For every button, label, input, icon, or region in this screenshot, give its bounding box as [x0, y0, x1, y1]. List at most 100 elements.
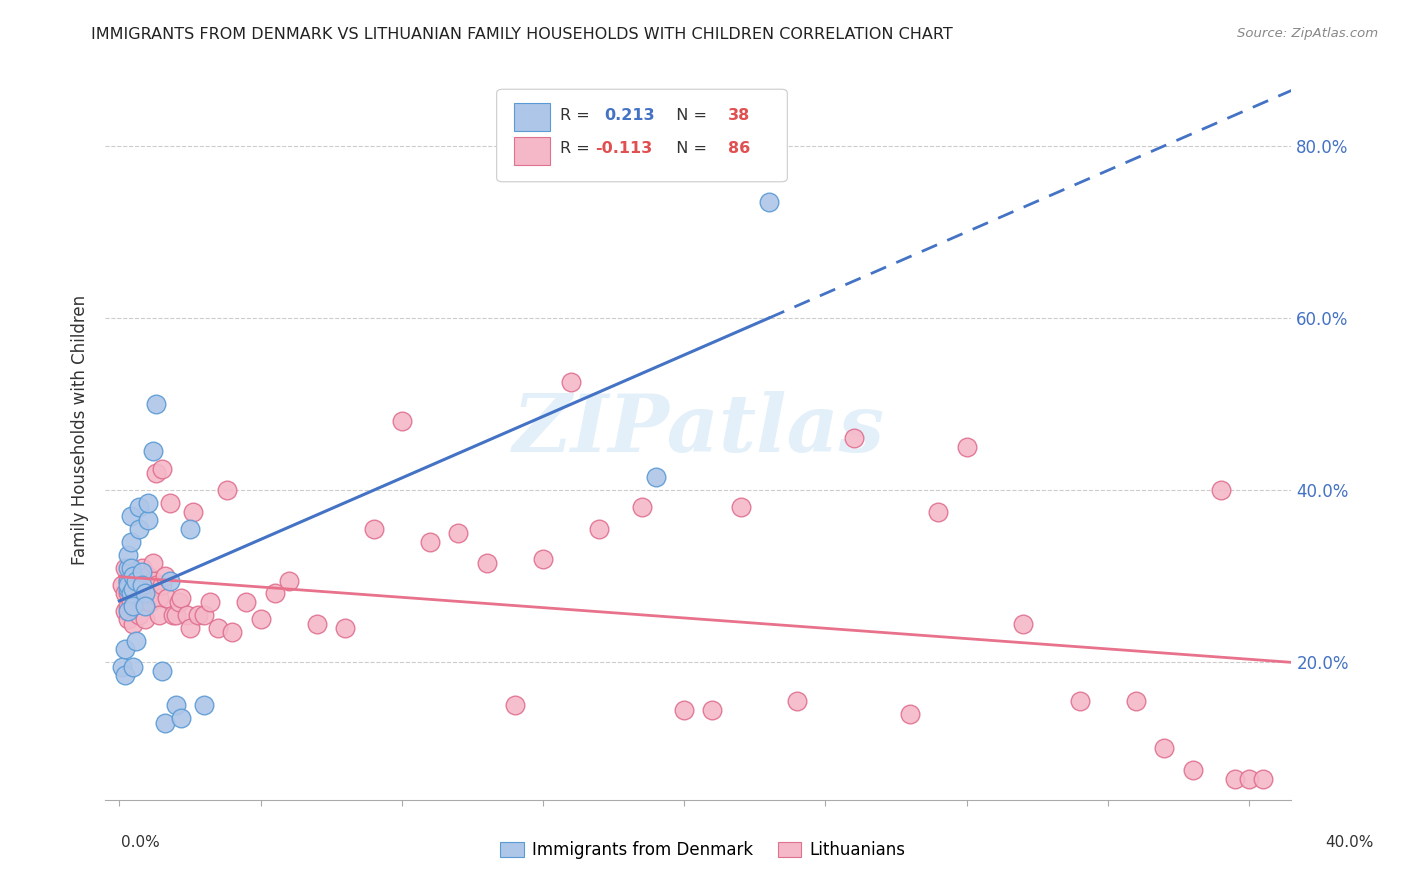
- Point: [153, 569, 176, 583]
- Point: [131, 560, 153, 574]
- Point: [363, 522, 385, 536]
- Point: [125, 586, 148, 600]
- Text: -0.113: -0.113: [595, 141, 652, 156]
- Point: [277, 574, 299, 588]
- Point: [142, 444, 165, 458]
- Text: N =: N =: [666, 141, 713, 156]
- Point: [305, 616, 328, 631]
- Point: [145, 578, 167, 592]
- Point: [786, 694, 808, 708]
- Point: [1251, 772, 1274, 786]
- Point: [114, 642, 136, 657]
- Point: [1153, 741, 1175, 756]
- Point: [122, 659, 145, 673]
- Point: [1069, 694, 1091, 708]
- Point: [122, 582, 145, 596]
- Point: [153, 715, 176, 730]
- Point: [162, 607, 184, 622]
- Point: [193, 698, 215, 713]
- Point: [187, 607, 209, 622]
- Bar: [515, 103, 550, 131]
- Point: [150, 461, 173, 475]
- Point: [139, 578, 162, 592]
- Point: [758, 194, 780, 209]
- Point: [150, 578, 173, 592]
- Text: R =: R =: [560, 108, 595, 122]
- Point: [167, 595, 190, 609]
- Point: [927, 505, 949, 519]
- Point: [150, 664, 173, 678]
- Point: [145, 397, 167, 411]
- Point: [588, 522, 610, 536]
- Point: [179, 621, 201, 635]
- Point: [117, 599, 139, 614]
- Point: [117, 582, 139, 596]
- Point: [631, 500, 654, 515]
- Point: [1209, 483, 1232, 497]
- Point: [117, 612, 139, 626]
- Point: [111, 578, 134, 592]
- Point: [159, 496, 181, 510]
- Point: [142, 557, 165, 571]
- Text: 40.0%: 40.0%: [1326, 836, 1374, 850]
- Text: 0.0%: 0.0%: [121, 836, 160, 850]
- Point: [120, 565, 142, 579]
- Point: [128, 607, 150, 622]
- Point: [221, 625, 243, 640]
- Point: [131, 591, 153, 605]
- Point: [956, 440, 979, 454]
- Point: [673, 703, 696, 717]
- Point: [117, 574, 139, 588]
- Point: [122, 574, 145, 588]
- Text: R =: R =: [560, 141, 595, 156]
- Point: [170, 711, 193, 725]
- Point: [145, 466, 167, 480]
- Point: [136, 586, 159, 600]
- Point: [249, 612, 271, 626]
- Point: [128, 500, 150, 515]
- Text: N =: N =: [666, 108, 713, 122]
- Point: [139, 595, 162, 609]
- Point: [1125, 694, 1147, 708]
- Point: [114, 668, 136, 682]
- Point: [120, 508, 142, 523]
- Point: [134, 595, 156, 609]
- Point: [179, 522, 201, 536]
- Point: [1012, 616, 1035, 631]
- Point: [117, 578, 139, 592]
- Point: [198, 595, 221, 609]
- Point: [128, 578, 150, 592]
- Point: [136, 496, 159, 510]
- Point: [128, 591, 150, 605]
- Point: [122, 599, 145, 614]
- Point: [111, 659, 134, 673]
- Point: [165, 607, 187, 622]
- Point: [181, 505, 204, 519]
- Point: [235, 595, 257, 609]
- Point: [531, 552, 554, 566]
- Point: [447, 526, 470, 541]
- Point: [1237, 772, 1260, 786]
- Point: [125, 574, 148, 588]
- Point: [142, 574, 165, 588]
- Point: [117, 574, 139, 588]
- Point: [117, 560, 139, 574]
- Point: [702, 703, 724, 717]
- Point: [117, 586, 139, 600]
- Point: [207, 621, 229, 635]
- Text: 38: 38: [728, 108, 751, 122]
- Point: [136, 569, 159, 583]
- Point: [120, 586, 142, 600]
- Point: [120, 534, 142, 549]
- Text: Source: ZipAtlas.com: Source: ZipAtlas.com: [1237, 27, 1378, 40]
- Y-axis label: Family Households with Children: Family Households with Children: [72, 294, 89, 565]
- Point: [122, 616, 145, 631]
- Point: [122, 586, 145, 600]
- Point: [335, 621, 357, 635]
- Point: [170, 591, 193, 605]
- Point: [131, 565, 153, 579]
- FancyBboxPatch shape: [496, 89, 787, 182]
- Point: [560, 376, 582, 390]
- Point: [122, 599, 145, 614]
- Point: [148, 591, 170, 605]
